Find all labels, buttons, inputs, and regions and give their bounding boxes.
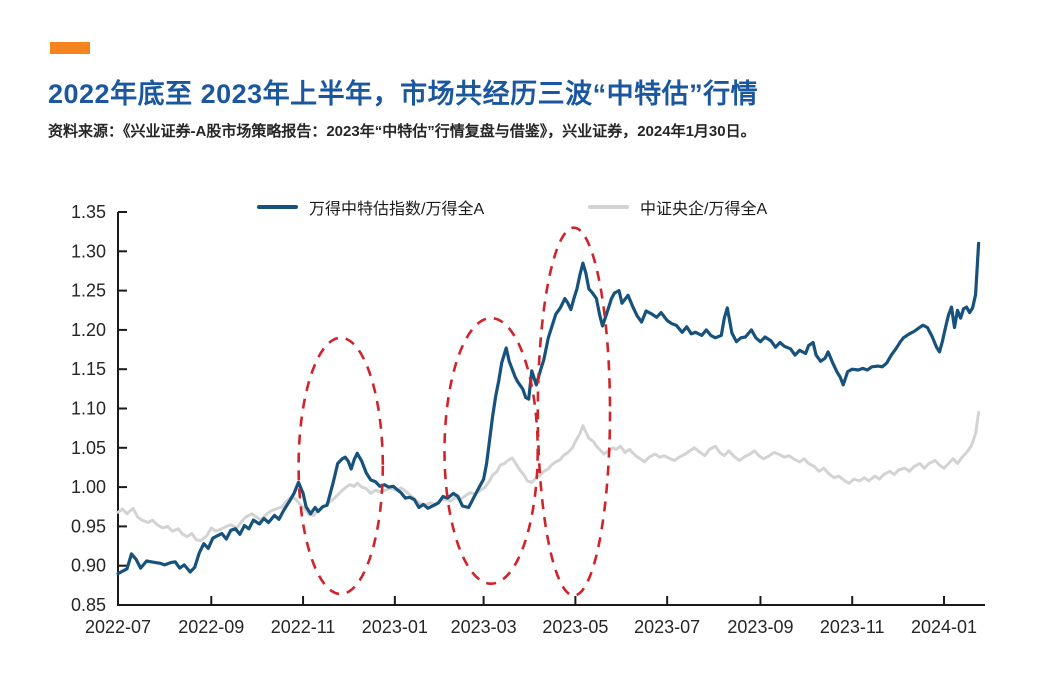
legend-line-swatch-blue: [257, 205, 298, 209]
y-axis-tick-label: 0.90: [71, 556, 106, 576]
highlight-ellipse-third-wave: [536, 226, 612, 597]
x-axis-tick-label: 2022-11: [271, 617, 336, 637]
legend-item-yangqi: 中证央企/万得全A: [588, 198, 768, 218]
x-axis-tick-label: 2022-07: [85, 617, 151, 637]
x-axis-tick-label: 2023-01: [362, 617, 428, 637]
x-axis-tick-label: 2023-11: [820, 617, 885, 637]
y-axis-tick-label: 1.20: [71, 320, 106, 340]
y-axis-tick-label: 1.00: [71, 477, 106, 497]
x-axis-tick-label: 2024-01: [911, 617, 977, 637]
y-axis-tick-label: 1.35: [71, 202, 106, 222]
accent-bar: [50, 42, 90, 54]
y-axis-tick-label: 1.30: [71, 241, 106, 261]
series-line-yangqi: [116, 410, 981, 542]
y-axis-tick-label: 0.95: [71, 516, 106, 536]
x-axis-tick-label: 2022-09: [178, 617, 244, 637]
legend-item-zhongtegu: 万得中特估指数/万得全A: [257, 198, 485, 218]
y-axis-tick-label: 1.05: [71, 438, 106, 458]
x-axis-tick-label: 2023-03: [451, 617, 517, 637]
y-axis-tick-label: 1.10: [71, 399, 106, 419]
legend-label-yangqi: 中证央企/万得全A: [640, 201, 768, 218]
legend-line-swatch-gray: [588, 205, 629, 209]
x-axis-tick-label: 2023-05: [542, 617, 608, 637]
y-axis-tick-label: 0.85: [71, 595, 106, 615]
x-axis-tick-label: 2023-07: [634, 617, 700, 637]
source-note: 资料来源：《兴业证券-A股市场策略报告：2023年“中特估”行情复盘与借鉴》，兴…: [48, 123, 756, 140]
page-title: 2022年底至 2023年上半年，市场共经历三波“中特估”行情: [48, 79, 759, 109]
highlight-ellipse-first-wave: [297, 336, 385, 596]
y-axis-tick-label: 1.15: [71, 359, 106, 379]
x-axis-tick-label: 2023-09: [727, 617, 793, 637]
y-axis-tick-label: 1.25: [71, 281, 106, 301]
highlight-ellipse-second-wave: [443, 316, 539, 585]
legend-label-zhongtegu: 万得中特估指数/万得全A: [309, 201, 485, 218]
series-line-zhongtegu: [116, 241, 981, 576]
